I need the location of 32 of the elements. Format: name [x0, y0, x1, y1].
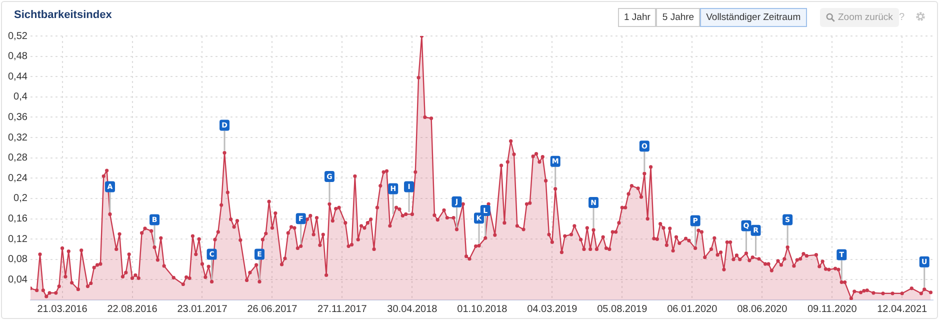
y-tick-label: 0,32 [8, 132, 28, 144]
chart-title: Sichtbarkeitsindex [14, 9, 112, 21]
y-tick-label: 0,28 [8, 152, 28, 164]
text: 1 Jahr [618, 8, 656, 27]
y-tick-label: 0,12 [8, 234, 28, 245]
x-tick-label: 12.04.2021 [877, 304, 928, 315]
x-tick-label: 06.01.2020 [667, 304, 718, 315]
y-tick-label: 0,36 [8, 112, 28, 123]
y-tick-label: 0,2 [14, 193, 28, 204]
x-tick-label: 05.08.2019 [597, 304, 648, 315]
x-tick-label: 27.11.2017 [318, 304, 368, 315]
y-tick-label: 0,16 [8, 214, 28, 225]
x-tick-label: 04.03.2019 [527, 304, 578, 315]
y-tick-label: 0,4 [14, 92, 28, 103]
y-tick-label: 0,04 [8, 274, 28, 286]
text: Vollständiger Zeitraum [700, 8, 807, 27]
y-tick-label: 0,48 [8, 51, 28, 62]
y-tick-label: 0,52 [8, 30, 28, 42]
text: ? [899, 12, 905, 23]
y-tick-label: 0,44 [8, 71, 28, 82]
y-tick-label: 0,24 [8, 172, 28, 184]
y-tick-label: 0,08 [8, 254, 28, 266]
x-tick-label: 01.10.2018 [457, 304, 508, 315]
text: 5 Jahre [656, 8, 700, 27]
x-tick-label: 09.11.2020 [807, 304, 858, 315]
x-tick-label: 22.08.2016 [107, 304, 158, 315]
x-tick-label: 30.04.2018 [387, 304, 438, 315]
x-tick-label: 08.06.2020 [737, 304, 788, 315]
x-tick-label: 23.01.2017 [177, 304, 228, 315]
x-tick-label: 21.03.2016 [37, 304, 88, 315]
text: Zoom zurück [838, 12, 893, 23]
x-tick-label: 26.06.2017 [247, 304, 298, 315]
